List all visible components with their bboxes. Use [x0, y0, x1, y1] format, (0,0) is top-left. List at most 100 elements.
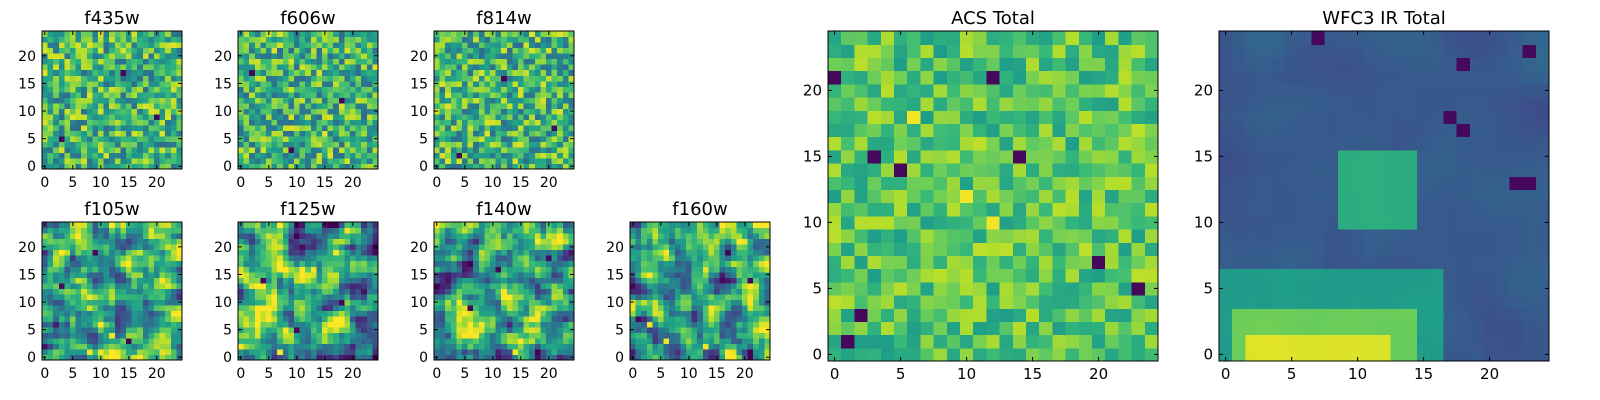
- heatmap-cell: [742, 310, 749, 317]
- heatmap-cell: [58, 108, 65, 115]
- heatmap-cell: [361, 227, 368, 234]
- heatmap-cell: [47, 282, 54, 289]
- heatmap-cell: [473, 124, 480, 131]
- heatmap-cell: [277, 315, 284, 322]
- heatmap-cell: [114, 86, 121, 93]
- heatmap-cell: [557, 343, 564, 350]
- heatmap-cell: [973, 321, 987, 336]
- heatmap-cell: [512, 326, 519, 333]
- heatmap-cell: [350, 277, 357, 284]
- heatmap-cell: [658, 277, 665, 284]
- heatmap-cell: [58, 260, 65, 267]
- heatmap-cell: [1012, 308, 1027, 322]
- heatmap-cell: [142, 124, 149, 131]
- heatmap-cell: [523, 277, 530, 284]
- heatmap-cell: [366, 42, 373, 49]
- heatmap-cell: [742, 282, 749, 289]
- heatmap-cell: [126, 141, 133, 148]
- heatmap-cell: [462, 260, 469, 267]
- heatmap-cell: [165, 277, 172, 284]
- heatmap-cell: [126, 260, 133, 267]
- heatmap-cell: [512, 141, 519, 148]
- heatmap-cell: [350, 266, 357, 273]
- heatmap-cell: [434, 277, 441, 284]
- heatmap-cell: [490, 102, 497, 109]
- heatmap-cell: [70, 227, 77, 234]
- heatmap-cell: [697, 299, 704, 306]
- heatmap-cell: [58, 130, 65, 137]
- heatmap-cell: [562, 244, 569, 251]
- heatmap-cell: [120, 288, 127, 295]
- heatmap-cell: [310, 64, 317, 71]
- heatmap-cell: [361, 130, 368, 137]
- heatmap-cell: [131, 69, 138, 76]
- heatmap-cell: [434, 86, 441, 93]
- heatmap-cell: [445, 80, 452, 87]
- heatmap-cell: [294, 47, 301, 54]
- heatmap-cell: [557, 337, 564, 345]
- heatmap-cell: [495, 58, 502, 65]
- heatmap-cell: [288, 277, 295, 284]
- heatmap-cell: [176, 255, 183, 262]
- heatmap-cell: [266, 146, 273, 154]
- heatmap-cell: [176, 91, 183, 98]
- heatmap-cell: [366, 260, 373, 267]
- heatmap-cell: [81, 244, 88, 251]
- heatmap-cell: [999, 321, 1014, 336]
- heatmap-cell: [154, 233, 161, 240]
- heatmap-cell: [467, 31, 474, 38]
- heatmap-cell: [350, 119, 357, 126]
- heatmap-cell: [266, 36, 273, 43]
- heatmap-cell: [747, 271, 754, 278]
- heatmap-cell: [148, 277, 155, 284]
- heatmap-cell: [635, 332, 642, 339]
- heatmap-cell: [523, 108, 530, 115]
- heatmap-cell: [562, 222, 569, 229]
- heatmap-cell: [473, 277, 480, 284]
- heatmap-cell: [725, 249, 732, 256]
- heatmap-cell: [243, 119, 250, 126]
- heatmap-cell: [551, 282, 558, 289]
- heatmap-cell: [867, 334, 882, 349]
- heatmap-cell: [114, 255, 121, 262]
- heatmap-cell: [131, 163, 138, 170]
- heatmap-cell: [344, 36, 351, 43]
- y-tick-label: 20: [18, 49, 36, 65]
- heatmap-cell: [534, 299, 541, 306]
- heatmap-cell: [495, 86, 502, 93]
- heatmap-cell: [58, 271, 65, 278]
- heatmap-cell: [137, 293, 144, 300]
- heatmap-cell: [484, 304, 491, 311]
- heatmap-cell: [282, 75, 289, 82]
- heatmap-cell: [753, 337, 760, 345]
- heatmap-cell: [103, 348, 110, 356]
- heatmap-cell: [894, 176, 908, 190]
- heatmap-cell: [277, 102, 284, 109]
- heatmap-cell: [652, 315, 659, 322]
- heatmap-cell: [758, 227, 765, 234]
- heatmap-cell: [960, 242, 974, 256]
- heatmap-cell: [456, 113, 463, 120]
- heatmap-cell: [254, 260, 261, 267]
- heatmap-cell: [288, 130, 295, 137]
- heatmap-cell: [53, 152, 60, 159]
- heatmap-cell: [86, 42, 93, 49]
- heatmap-cell: [126, 91, 133, 98]
- heatmap-cell: [165, 244, 172, 251]
- heatmap-cell: [907, 163, 921, 177]
- heatmap-cell: [98, 266, 105, 273]
- heatmap-cell: [1026, 202, 1040, 217]
- heatmap-cell: [372, 255, 379, 262]
- heatmap-cell: [478, 58, 485, 65]
- heatmap-cell: [635, 249, 642, 256]
- heatmap-cell: [266, 255, 273, 262]
- heatmap-cell: [946, 229, 961, 243]
- heatmap-cell: [58, 304, 65, 311]
- heatmap-cell: [894, 229, 908, 243]
- heatmap-cell: [92, 124, 99, 131]
- heatmap-cell: [1065, 189, 1080, 204]
- heatmap-cell: [445, 64, 452, 71]
- heatmap-cell: [316, 293, 323, 300]
- heatmap-cell: [266, 64, 273, 71]
- heatmap-cell: [288, 321, 295, 328]
